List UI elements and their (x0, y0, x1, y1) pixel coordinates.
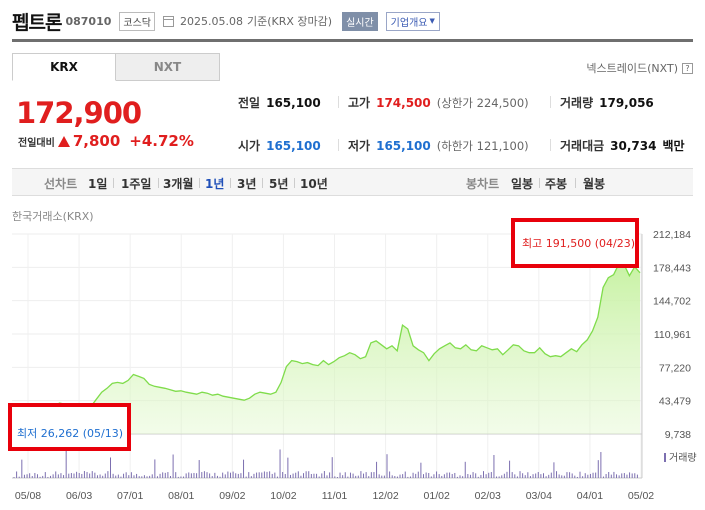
candle-weekly[interactable]: 주봉 (545, 177, 568, 191)
calendar-icon (163, 15, 174, 27)
period-3m[interactable]: 3개월 (163, 177, 194, 191)
quote-basis: 기준(KRX 장마감) (246, 15, 333, 28)
x-tick-label: 02/03 (475, 490, 501, 502)
nextrade-label: 넥스트레이드(NXT) (586, 62, 678, 75)
stock-name: 펩트론 (12, 11, 62, 34)
realtime-button[interactable]: 실시간 (342, 11, 378, 31)
stock-header: 펩트론 087010 코스닥 2025.05.08 기준(KRX 장마감) 실시… (12, 8, 440, 34)
amount-value: 30,734 (610, 138, 657, 153)
stock-code: 087010 (65, 14, 112, 28)
period-bar: 선차트 1일 1주일 3개월 1년 3년 5년 10년 봉차트 일봉 주봉 월봉 (12, 168, 693, 196)
period-1d[interactable]: 1일 (88, 177, 108, 191)
x-tick-label: 05/02 (628, 490, 654, 502)
x-tick-label: 08/01 (168, 490, 194, 502)
volume-legend: 거래량 (664, 449, 697, 464)
line-chart-label: 선차트 (44, 177, 78, 191)
x-tick-label: 05/08 (15, 490, 41, 502)
lower-limit: (하한가 121,100) (436, 138, 529, 153)
low-marker-label: 최저 26,262 (05/13) (17, 427, 124, 440)
y-tick-label: 9,738 (665, 429, 691, 441)
tab-nxt[interactable]: NXT (116, 53, 220, 81)
volume-label: 거래량 (560, 96, 594, 110)
candle-monthly[interactable]: 월봉 (583, 177, 606, 191)
y-tick-label: 43,479 (659, 396, 691, 408)
low-callout (8, 403, 131, 451)
y-tick-label: 144,702 (653, 296, 691, 308)
y-tick-label: 110,961 (654, 329, 691, 341)
high-price: 고가 174,500 (상한가 224,500) (348, 94, 529, 111)
help-icon[interactable]: ? (682, 62, 693, 74)
change-value: 7,800 (72, 132, 121, 150)
volume: 거래량 179,056 (560, 94, 654, 111)
period-1y[interactable]: 1년 (205, 177, 225, 191)
period-5y[interactable]: 5년 (269, 177, 289, 191)
price-area (12, 263, 640, 434)
change-percent: +4.72% (129, 132, 194, 150)
exchange-label: 한국거래소(KRX) (12, 210, 94, 223)
x-tick-label: 06/03 (66, 490, 92, 502)
y-tick-label: 178,443 (653, 262, 691, 274)
market-tag: 코스닥 (119, 11, 155, 31)
open-label: 시가 (238, 139, 261, 153)
price-line (11, 263, 641, 419)
trade-amount: 거래대금 30,734 백만 (560, 137, 685, 154)
price-change: 전일대비 7,800 +4.72% (18, 132, 194, 150)
x-tick-label: 09/02 (219, 490, 245, 502)
candle-daily[interactable]: 일봉 (511, 177, 534, 191)
high-label: 고가 (348, 96, 371, 110)
period-1w[interactable]: 1주일 (121, 177, 152, 191)
upper-limit: (상한가 224,500) (436, 95, 529, 110)
period-3y[interactable]: 3년 (237, 177, 257, 191)
change-label: 전일대비 (18, 137, 55, 149)
prev-close-label: 전일 (238, 96, 261, 110)
high-value: 174,500 (376, 95, 431, 110)
tab-krx[interactable]: KRX (12, 53, 116, 81)
amount-unit: 백만 (662, 139, 685, 153)
y-tick-label: 212,184 (653, 229, 691, 241)
up-arrow-icon (57, 135, 70, 147)
period-10y[interactable]: 10년 (300, 177, 328, 191)
x-tick-label: 01/02 (424, 490, 450, 502)
x-tick-label: 04/01 (577, 490, 603, 502)
prev-close: 전일 165,100 (238, 94, 321, 111)
exchange-tabs: KRX NXT (12, 53, 220, 81)
header-divider (12, 39, 693, 42)
high-callout (511, 218, 639, 268)
volume-value: 179,056 (599, 95, 654, 110)
x-tick-label: 12/02 (372, 490, 398, 502)
x-tick-label: 11/01 (322, 490, 348, 502)
open-price: 시가 165,100 (238, 137, 321, 154)
prev-close-value: 165,100 (266, 95, 321, 110)
high-marker-label: 최고 191,500 (04/23) (522, 237, 636, 250)
x-tick-label: 10/02 (270, 490, 296, 502)
low-label: 저가 (348, 139, 371, 153)
nextrade-link[interactable]: 넥스트레이드(NXT)? (586, 60, 693, 76)
company-info-button[interactable]: 기업개요 ▼ (385, 11, 440, 31)
low-value: 165,100 (376, 138, 431, 153)
quote-date: 2025.05.08 (180, 14, 243, 28)
low-price: 저가 165,100 (하한가 121,100) (348, 137, 529, 154)
candle-chart-label: 봉차트 (466, 177, 500, 191)
current-price: 172,900 (16, 96, 142, 130)
y-tick-label: 77,220 (659, 362, 691, 374)
company-info-label: 기업개요 (390, 17, 428, 29)
amount-label: 거래대금 (560, 139, 605, 153)
chevron-down-icon: ▼ (429, 17, 435, 25)
x-tick-label: 07/01 (117, 490, 143, 502)
open-value: 165,100 (266, 138, 321, 153)
x-tick-label: 03/04 (526, 490, 552, 502)
